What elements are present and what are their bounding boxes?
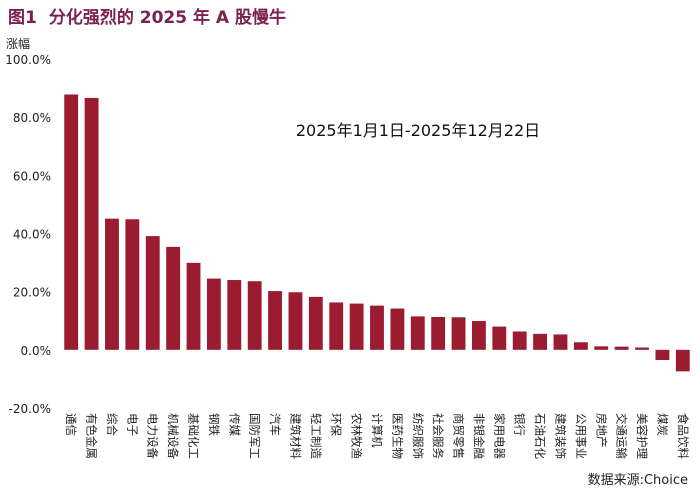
date-range-annotation: 2025年1月1日-2025年12月22日: [296, 121, 540, 140]
bar: [308, 296, 323, 350]
bar: [553, 334, 568, 350]
x-tick-label: 综合: [105, 413, 119, 436]
y-tick-label: -20.0%: [9, 402, 51, 416]
x-tick-label: 非银金融: [472, 413, 486, 459]
x-tick-label: 基础化工: [187, 413, 201, 459]
bar: [533, 333, 548, 350]
bar: [329, 302, 344, 350]
x-tick-label: 计算机: [370, 413, 384, 448]
x-tick-label: 机械设备: [166, 413, 180, 459]
bars: [64, 94, 690, 372]
y-tick-label: 0.0%: [21, 344, 52, 358]
y-tick-label: 100.0%: [5, 53, 51, 67]
y-tick-label: 20.0%: [13, 286, 51, 300]
bar: [675, 349, 690, 372]
x-tick-label: 轻工制造: [309, 413, 323, 459]
bar: [84, 97, 99, 350]
bar: [472, 321, 486, 350]
y-axis-label: 涨幅: [6, 36, 30, 51]
x-tick-label: 通信: [64, 413, 78, 436]
bar: [594, 346, 609, 350]
bar: [635, 347, 649, 350]
figure-title-text: 分化强烈的 2025 年 A 股慢牛: [48, 8, 286, 28]
bar: [288, 292, 303, 350]
x-tick-label: 电子: [125, 413, 139, 436]
x-tick-label: 医药生物: [390, 413, 404, 459]
x-tick-label: 家用电器: [492, 413, 506, 459]
x-tick-label: 美容护理: [635, 413, 649, 459]
x-tick-label: 建筑装饰: [553, 413, 567, 459]
x-tick-label: 环保: [329, 413, 343, 436]
figure-label: 图1: [8, 8, 37, 28]
bar: [512, 331, 527, 350]
x-tick-label: 石油石化: [533, 413, 547, 459]
bar: [655, 349, 670, 361]
bar: [451, 317, 466, 350]
x-tick-label: 商贸零售: [452, 413, 466, 459]
x-tick-label: 纺织服饰: [411, 413, 425, 459]
bar: [390, 308, 405, 350]
bar: [105, 218, 119, 350]
y-tick-label: 40.0%: [13, 228, 51, 242]
bar: [64, 94, 79, 350]
bar: [370, 305, 384, 350]
bar: [573, 342, 588, 350]
bar: [614, 346, 629, 350]
y-axis-ticks: -20.0% 0.0% 20.0% 40.0% 60.0% 80.0% 100.0%: [5, 53, 51, 416]
bar: [145, 236, 160, 350]
bar: [349, 303, 364, 350]
x-tick-label: 建筑材料: [288, 413, 302, 459]
x-tick-label: 社会服务: [431, 413, 445, 459]
x-tick-label: 国防军工: [248, 413, 262, 459]
bar: [268, 291, 282, 350]
x-axis-ticks: 通信 有色金属 综合 电子 电力设备 机械设备 基础化工 钢铁 传媒 国防军工 汽车 建筑材料 轻工制造…: [64, 413, 690, 459]
x-tick-label: 银行: [513, 413, 527, 436]
x-tick-label: 钢铁: [207, 413, 221, 436]
x-tick-label: 电力设备: [146, 413, 160, 459]
x-tick-label: 有色金属: [85, 413, 99, 459]
x-tick-label: 房地产: [594, 413, 608, 448]
x-tick-label: 汽车: [268, 413, 282, 436]
bar: [227, 280, 242, 350]
x-tick-label: 交通运输: [615, 413, 629, 459]
x-tick-label: 公用事业: [574, 413, 588, 459]
y-tick-label: 60.0%: [13, 169, 51, 183]
x-tick-label: 农林牧渔: [350, 413, 364, 459]
bar: [431, 316, 446, 350]
x-tick-label: 食品饮料: [676, 413, 690, 459]
y-tick-label: 80.0%: [13, 111, 51, 125]
bar: [166, 246, 181, 350]
bar: [247, 281, 262, 350]
bar: [125, 219, 140, 350]
bar: [492, 326, 507, 350]
bar: [410, 316, 425, 350]
data-source-note: 数据来源:Choice: [587, 473, 688, 488]
bar: [186, 262, 201, 350]
x-tick-label: 传媒: [227, 413, 241, 436]
figure-title: 图1 分化强烈的 2025 年 A 股慢牛: [8, 3, 286, 28]
bar: [206, 278, 221, 350]
x-tick-label: 煤炭: [655, 413, 669, 436]
